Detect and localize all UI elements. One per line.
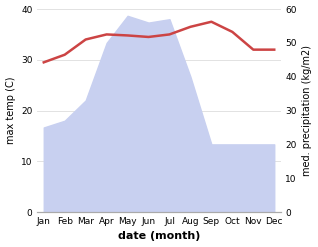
X-axis label: date (month): date (month) xyxy=(118,231,200,242)
Y-axis label: med. precipitation (kg/m2): med. precipitation (kg/m2) xyxy=(302,45,313,176)
Y-axis label: max temp (C): max temp (C) xyxy=(5,77,16,144)
